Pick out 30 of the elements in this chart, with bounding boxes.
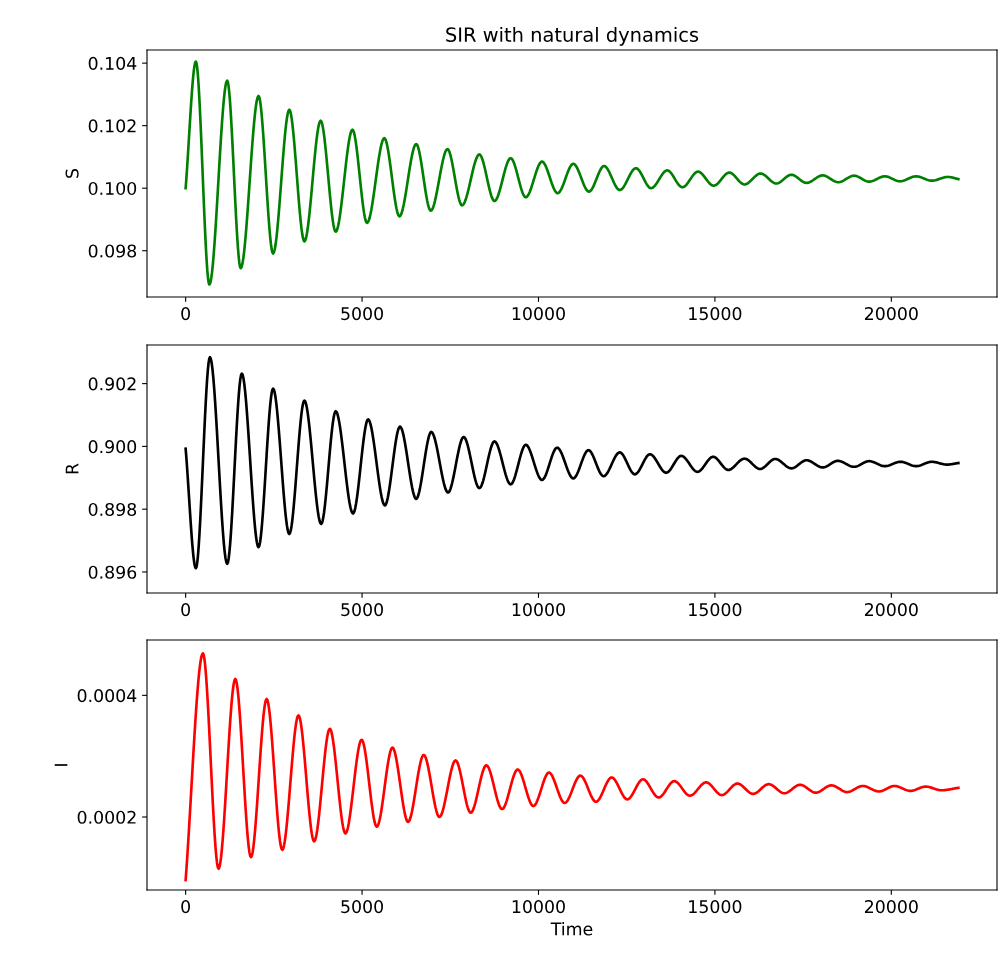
x-tick-label: 5000 <box>341 603 383 617</box>
x-tick-label: 15000 <box>689 307 742 321</box>
y-tick-label: 0.0004 <box>77 689 137 703</box>
y-tick-label: 0.098 <box>88 244 137 258</box>
y-tick-label: 0.0002 <box>77 810 136 824</box>
x-tick-label: 20000 <box>864 603 918 617</box>
y-tick-label: 0.902 <box>88 377 136 391</box>
x-tick-label: 5000 <box>341 900 383 914</box>
x-tick-label: 0 <box>181 307 191 321</box>
y-axis-title: S <box>65 168 79 178</box>
chart-title: SIR with natural dynamics <box>446 26 699 46</box>
x-tick-label: 0 <box>181 603 191 617</box>
x-axis-title: Time <box>550 922 593 936</box>
y-tick-label: 0.102 <box>88 119 136 133</box>
y-tick-label: 0.898 <box>88 502 137 517</box>
x-tick-label: 10000 <box>512 900 565 914</box>
y-tick-label: 0.100 <box>88 181 137 196</box>
x-tick-label: 0 <box>181 900 191 914</box>
x-tick-label: 20000 <box>864 900 918 914</box>
x-tick-label: 10000 <box>512 603 565 617</box>
y-tick-label: 0.104 <box>88 56 137 70</box>
x-tick-label: 5000 <box>341 307 383 321</box>
x-tick-label: 15000 <box>689 603 742 617</box>
x-tick-label: 20000 <box>864 307 918 321</box>
y-axis-title: I <box>54 764 68 766</box>
y-tick-label: 0.896 <box>88 565 137 579</box>
x-tick-label: 15000 <box>689 900 742 914</box>
x-tick-label: 10000 <box>512 307 565 321</box>
y-tick-label: 0.900 <box>88 440 137 454</box>
y-axis-title: R <box>65 463 79 474</box>
